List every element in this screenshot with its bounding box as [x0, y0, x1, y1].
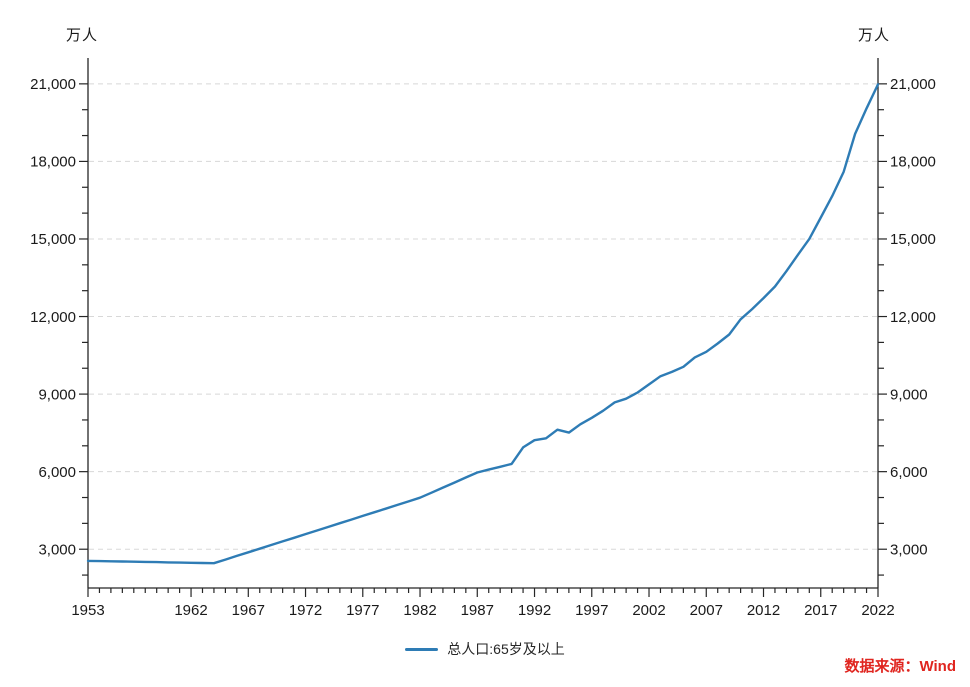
x-axis-tick-label: 1997 — [575, 602, 608, 619]
x-axis-tick-label: 1982 — [403, 602, 436, 619]
y-axis-tick-label-left: 3,000 — [38, 541, 76, 558]
x-axis-tick-label: 2012 — [747, 602, 780, 619]
x-axis-tick-label: 2017 — [804, 602, 837, 619]
x-axis-tick-label: 2022 — [861, 602, 894, 619]
legend-line-marker — [405, 647, 439, 651]
y-axis-tick-label-right: 9,000 — [890, 386, 928, 403]
y-axis-tick-label-left: 12,000 — [30, 309, 76, 326]
y-axis-tick-label-left: 15,000 — [30, 231, 76, 248]
legend-series-label: 总人口:65岁及以上 — [447, 641, 565, 657]
x-axis-tick-label: 1987 — [461, 602, 494, 619]
x-axis-tick-label: 2007 — [690, 602, 723, 619]
y-axis-tick-label-right: 12,000 — [890, 309, 936, 326]
y-axis-tick-label-left: 6,000 — [38, 464, 76, 481]
x-axis-tick-label: 1992 — [518, 602, 551, 619]
x-axis-tick-label: 1953 — [71, 602, 104, 619]
x-axis-tick-label: 1967 — [232, 602, 265, 619]
data-source-note: 数据来源：Wind — [844, 658, 956, 675]
y-axis-tick-label-right: 15,000 — [890, 231, 936, 248]
y-axis-tick-label-right: 18,000 — [890, 154, 936, 171]
x-axis-tick-label: 1972 — [289, 602, 322, 619]
y-axis-tick-label-right: 21,000 — [890, 76, 936, 93]
x-axis-tick-label: 1962 — [174, 602, 207, 619]
y-axis-tick-label-left: 21,000 — [30, 76, 76, 93]
y-axis-tick-label-left: 18,000 — [30, 154, 76, 171]
x-axis-tick-label: 2002 — [632, 602, 665, 619]
y-axis-tick-label-right: 6,000 — [890, 464, 928, 481]
x-axis-tick-label: 1977 — [346, 602, 379, 619]
y-axis-tick-label-left: 9,000 — [38, 386, 76, 403]
y-axis-unit-left: 万人 — [66, 27, 99, 44]
population-line — [86, 83, 880, 565]
y-axis-unit-right: 万人 — [858, 27, 891, 44]
y-axis-tick-label-right: 3,000 — [890, 541, 928, 558]
legend: 总人口:65岁及以上 — [0, 639, 970, 659]
